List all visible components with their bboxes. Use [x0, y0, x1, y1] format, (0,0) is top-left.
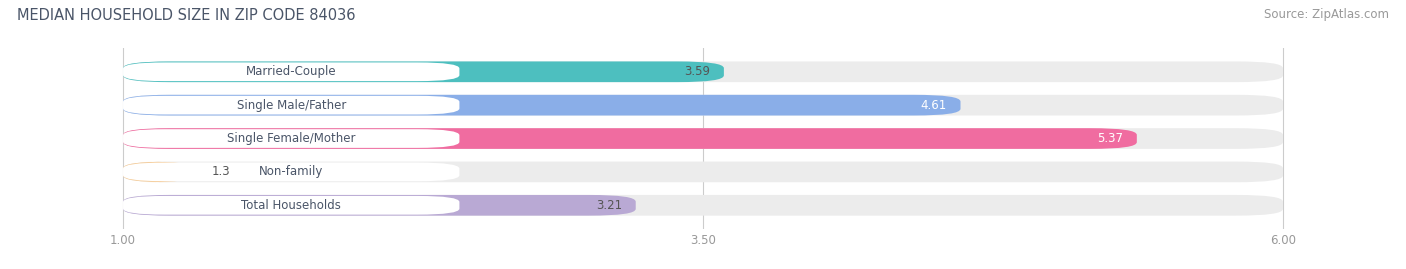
Text: 3.21: 3.21 — [596, 199, 621, 212]
FancyBboxPatch shape — [124, 96, 460, 115]
Text: 3.59: 3.59 — [683, 65, 710, 78]
FancyBboxPatch shape — [124, 128, 1284, 149]
Text: Total Households: Total Households — [242, 199, 342, 212]
Text: Married-Couple: Married-Couple — [246, 65, 336, 78]
Text: Single Male/Father: Single Male/Father — [236, 99, 346, 112]
FancyBboxPatch shape — [124, 195, 1284, 216]
Text: 5.37: 5.37 — [1097, 132, 1123, 145]
Text: 1.3: 1.3 — [211, 165, 229, 178]
FancyBboxPatch shape — [124, 62, 460, 81]
FancyBboxPatch shape — [124, 196, 460, 215]
FancyBboxPatch shape — [124, 129, 460, 148]
FancyBboxPatch shape — [124, 95, 1284, 115]
FancyBboxPatch shape — [124, 162, 1284, 182]
Text: Non-family: Non-family — [259, 165, 323, 178]
Text: 4.61: 4.61 — [921, 99, 946, 112]
Text: Source: ZipAtlas.com: Source: ZipAtlas.com — [1264, 8, 1389, 21]
FancyBboxPatch shape — [124, 195, 636, 216]
FancyBboxPatch shape — [124, 95, 960, 115]
FancyBboxPatch shape — [124, 61, 724, 82]
Text: Single Female/Mother: Single Female/Mother — [226, 132, 356, 145]
FancyBboxPatch shape — [124, 128, 1137, 149]
FancyBboxPatch shape — [124, 162, 460, 181]
Text: MEDIAN HOUSEHOLD SIZE IN ZIP CODE 84036: MEDIAN HOUSEHOLD SIZE IN ZIP CODE 84036 — [17, 8, 356, 23]
FancyBboxPatch shape — [124, 162, 193, 182]
FancyBboxPatch shape — [124, 61, 1284, 82]
